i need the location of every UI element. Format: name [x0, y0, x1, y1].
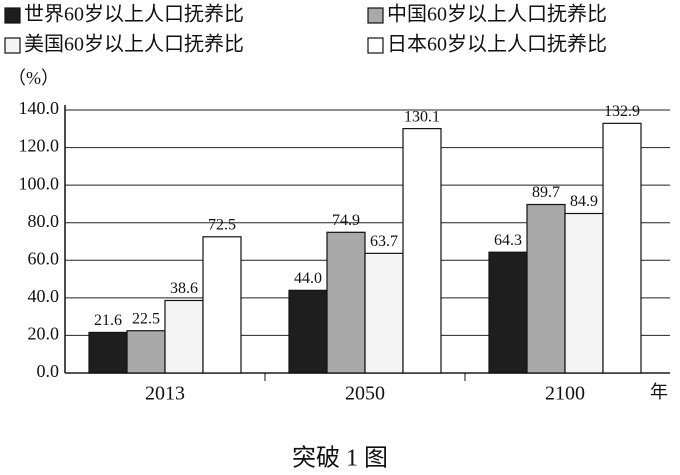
- legend-label: 世界60岁以上人口抚养比: [24, 3, 244, 26]
- legend-label: 中国60岁以上人口抚养比: [387, 3, 607, 26]
- y-tick-label: 40.0: [28, 286, 60, 306]
- bar: [564, 212, 604, 374]
- bar: [364, 252, 404, 374]
- x-tick-label: 2050: [345, 383, 385, 405]
- value-label: 22.5: [132, 310, 160, 327]
- value-label: 74.9: [332, 212, 360, 229]
- value-label: 63.7: [370, 233, 398, 250]
- y-tick-label: 20.0: [28, 324, 60, 344]
- y-tick-label: 120.0: [19, 136, 60, 156]
- y-tick-label: 0.0: [37, 361, 60, 381]
- bar: [164, 299, 204, 374]
- y-unit: （%）: [8, 68, 59, 88]
- bar: [202, 236, 242, 374]
- x-tick-label: 2100: [545, 383, 585, 405]
- y-tick-label: 80.0: [28, 211, 60, 231]
- value-label: 64.3: [494, 232, 522, 249]
- value-label: 130.1: [404, 108, 440, 125]
- value-label: 132.9: [604, 103, 640, 120]
- value-label: 84.9: [570, 193, 598, 210]
- bar: [402, 127, 442, 374]
- value-label: 38.6: [170, 280, 198, 297]
- legend-swatch: [4, 7, 21, 24]
- legend-label: 日本60岁以上人口抚养比: [387, 33, 607, 56]
- legend-label: 美国60岁以上人口抚养比: [24, 33, 244, 56]
- x-unit: 年: [650, 382, 668, 402]
- x-tick-label: 2013: [145, 383, 185, 405]
- legend-swatch: [367, 37, 384, 54]
- value-label: 72.5: [208, 216, 236, 233]
- legend-swatch: [367, 7, 384, 24]
- bar: [126, 330, 166, 374]
- bar: [526, 203, 566, 374]
- y-tick-label: 140.0: [19, 98, 60, 118]
- y-tick-label: 60.0: [28, 248, 60, 268]
- y-tick-label: 100.0: [19, 173, 60, 193]
- caption: 突破 1 图: [292, 445, 388, 472]
- bar: [288, 289, 328, 374]
- bar: [602, 122, 642, 374]
- bar: [488, 251, 528, 374]
- legend-swatch: [4, 37, 21, 54]
- value-label: 44.0: [294, 270, 322, 287]
- value-label: 21.6: [94, 312, 122, 329]
- bar: [88, 331, 128, 374]
- value-label: 89.7: [532, 184, 560, 201]
- bar: [326, 231, 366, 374]
